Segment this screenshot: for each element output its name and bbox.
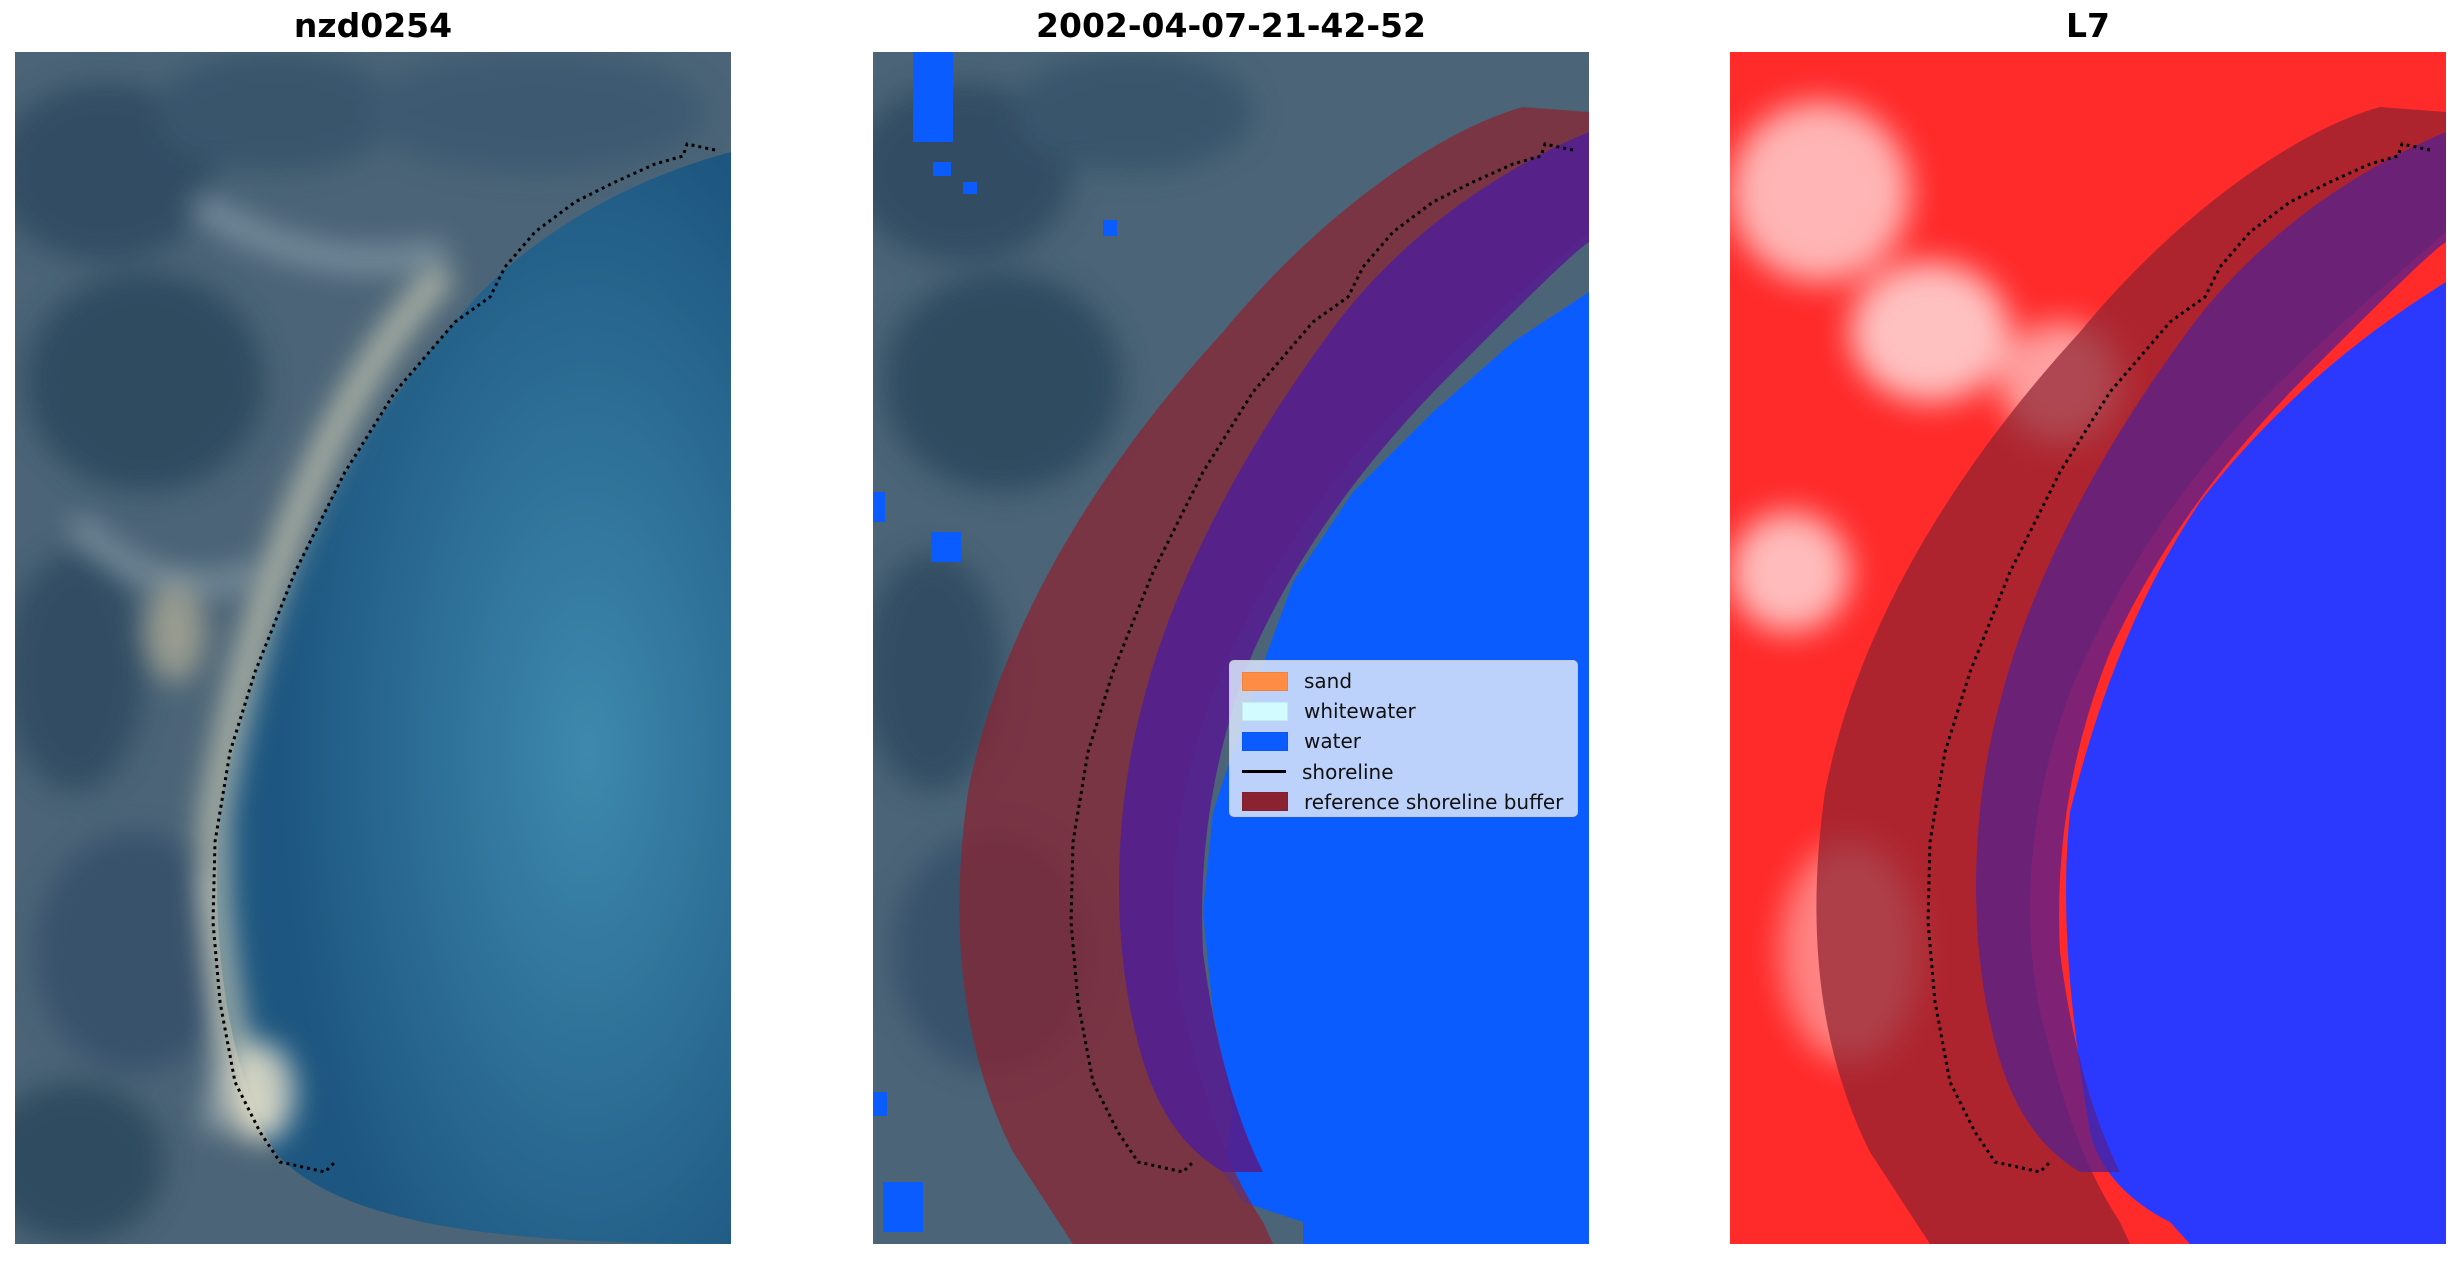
legend-item-sand: sand	[1242, 666, 1565, 696]
legend-patch-icon	[1242, 792, 1288, 812]
index-panel	[1730, 52, 2446, 1244]
legend-label: whitewater	[1304, 699, 1416, 724]
legend-patch-icon	[1242, 731, 1288, 751]
legend-item-water: water	[1242, 726, 1565, 756]
legend-item-shoreline: shoreline	[1242, 757, 1565, 787]
shoreline-line	[1926, 142, 2431, 1174]
legend-patch-icon	[1242, 701, 1288, 721]
legend-label: shoreline	[1302, 759, 1394, 784]
legend-item-whitewater: whitewater	[1242, 696, 1565, 726]
rgb-image	[15, 52, 731, 1244]
legend-label: reference shoreline buffer	[1304, 789, 1564, 814]
legend-line-icon	[1242, 770, 1286, 774]
legend-label: water	[1304, 729, 1361, 754]
panel-title-rgb: nzd0254	[293, 6, 453, 45]
panel-title-index: L7	[2066, 6, 2110, 45]
legend-label: sand	[1304, 669, 1353, 694]
legend: sand whitewater water shoreline referenc…	[1229, 660, 1578, 817]
rgb-image-panel	[15, 52, 731, 1244]
legend-item-buffer: reference shoreline buffer	[1242, 787, 1565, 817]
panel-title-classification: 2002-04-07-21-42-52	[1036, 6, 1426, 45]
classification-image	[873, 52, 1589, 1244]
shoreline-line	[1069, 142, 1574, 1174]
legend-patch-icon	[1242, 671, 1288, 691]
classification-panel	[873, 52, 1589, 1244]
index-image	[1730, 52, 2446, 1244]
shoreline-line	[211, 142, 716, 1174]
